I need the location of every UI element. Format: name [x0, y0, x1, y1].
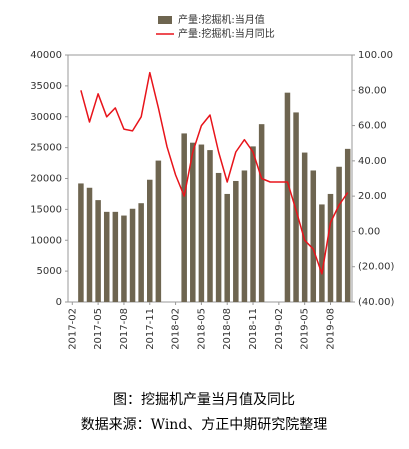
bar	[129, 208, 136, 302]
bar	[293, 112, 299, 303]
y2-tick-label: 80.00	[358, 85, 387, 96]
y2-tick-label: (40.00)	[358, 297, 395, 308]
bar	[86, 187, 93, 302]
bar	[112, 211, 119, 302]
bar	[198, 144, 205, 302]
bar	[258, 124, 265, 302]
x-tick-label: 2018-08	[222, 308, 233, 350]
y2-tick-label: 0.00	[358, 226, 380, 237]
x-tick-label: 2017-05	[93, 308, 104, 350]
bar	[138, 203, 144, 302]
bar	[78, 183, 84, 302]
legend-label: 产量:挖掘机:当月值	[178, 13, 265, 26]
y-tick-label: 20000	[30, 174, 62, 185]
legend-swatch	[158, 16, 172, 24]
bar	[207, 150, 213, 302]
bar	[95, 200, 101, 302]
bar	[310, 170, 317, 302]
y-tick-label: 10000	[30, 235, 62, 246]
y-tick-label: 15000	[30, 204, 62, 215]
bar	[103, 211, 110, 302]
x-tick-label: 2018-05	[196, 308, 207, 350]
bar	[233, 180, 239, 302]
bar	[250, 146, 256, 302]
y-tick-label: 5000	[37, 266, 62, 277]
bar	[224, 193, 230, 302]
bar	[241, 170, 248, 302]
bar	[336, 166, 342, 302]
x-tick-label: 2019-05	[300, 308, 311, 350]
x-tick-label: 2019-02	[274, 308, 285, 350]
line	[80, 71, 349, 275]
y-tick-label: 40000	[30, 50, 62, 61]
y-tick-label: 35000	[30, 81, 62, 92]
y-tick-label: 0	[56, 297, 62, 308]
y2-tick-label: 60.00	[358, 121, 387, 132]
bar	[147, 179, 153, 302]
y2-tick-label: 100.00	[358, 50, 393, 61]
bar	[301, 152, 308, 302]
y-tick-label: 25000	[30, 143, 62, 154]
bar	[344, 148, 351, 302]
bar	[327, 193, 334, 302]
x-tick-label: 2018-11	[248, 308, 259, 350]
bar	[155, 160, 162, 302]
x-tick-label: 2018-02	[171, 308, 182, 350]
legend-label: 产量:挖掘机:当月同比	[178, 27, 275, 40]
y-tick-label: 30000	[30, 112, 62, 123]
y2-tick-label: (20.00)	[358, 262, 395, 273]
x-tick-label: 2017-02	[67, 308, 78, 350]
y2-tick-label: 20.00	[358, 191, 387, 202]
x-tick-label: 2019-08	[325, 308, 336, 350]
source: 数据来源：Wind、方正中期研究院整理	[81, 417, 328, 433]
bar	[215, 172, 222, 302]
y2-tick-label: 40.00	[358, 156, 387, 167]
bar	[190, 142, 196, 302]
x-tick-label: 2017-11	[145, 308, 156, 350]
bar	[319, 204, 325, 302]
bar	[284, 92, 291, 302]
bar	[121, 215, 127, 302]
x-tick-label: 2017-08	[119, 308, 130, 350]
bar	[181, 133, 187, 302]
caption: 图：挖掘机产量当月值及同比	[113, 392, 295, 408]
